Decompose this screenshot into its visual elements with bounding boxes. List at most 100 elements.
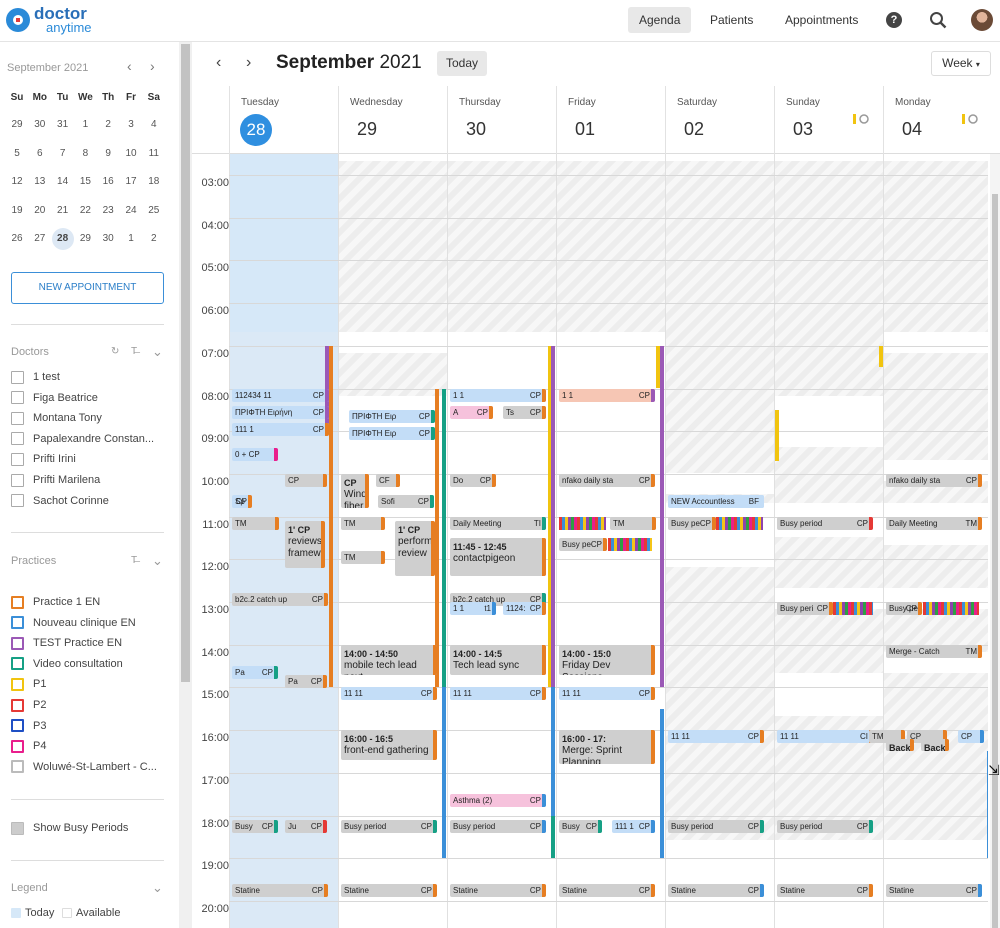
appointment[interactable]: 1124: CP — [503, 602, 546, 615]
appointment[interactable]: TM — [610, 516, 656, 530]
practice-filter[interactable]: Nouveau clinique EN — [11, 616, 136, 634]
doctoranytime-logo[interactable]: doctor anytime — [6, 4, 96, 36]
mini-day[interactable]: 24 — [125, 204, 137, 216]
appointment[interactable]: 1' CP reviews framewo — [285, 520, 325, 568]
mini-day[interactable]: 20 — [34, 204, 46, 216]
appointment[interactable]: Busy period CP — [341, 819, 437, 833]
checkbox-icon[interactable] — [11, 616, 24, 630]
checkbox-icon[interactable] — [11, 473, 24, 487]
checkbox-icon[interactable] — [11, 719, 24, 733]
day-header[interactable]: Friday 01 — [556, 86, 665, 154]
checkbox-icon[interactable] — [11, 432, 24, 446]
new-appointment-button[interactable]: NEW APPOINTMENT — [11, 272, 164, 304]
appointment[interactable]: Busy period CP — [777, 516, 873, 530]
appointment[interactable]: A CP — [450, 405, 493, 419]
appointment[interactable]: 11 11 CP — [450, 687, 546, 701]
checkbox-icon[interactable] — [11, 595, 24, 609]
appointment[interactable]: Statine CP — [450, 883, 546, 897]
mini-day[interactable]: 21 — [57, 204, 69, 216]
mini-day[interactable]: 2 — [151, 233, 157, 244]
mini-day[interactable]: 3 — [128, 119, 134, 130]
appointment[interactable]: 16:00 - 16:5 front-end gathering — [341, 730, 437, 760]
reset-icon[interactable]: ↻ — [111, 346, 120, 357]
mini-day[interactable]: 31 — [57, 119, 69, 130]
gear-icon[interactable] — [853, 112, 871, 126]
mini-day[interactable]: 30 — [34, 119, 46, 130]
nav-appointments[interactable]: Appointments — [785, 13, 859, 27]
practice-filter[interactable]: P2 — [11, 698, 46, 716]
appointment[interactable]: Statine CP — [668, 883, 764, 897]
doctor-filter[interactable]: Montana Tony — [11, 411, 102, 429]
mini-day[interactable]: 10 — [125, 147, 137, 159]
appointment[interactable]: 111 1 CP — [232, 422, 329, 436]
mini-day[interactable]: 2 — [105, 119, 111, 130]
mini-day[interactable]: 29 — [79, 233, 91, 244]
doctor-filter[interactable]: Sachot Corinne — [11, 494, 109, 512]
mini-day[interactable]: 8 — [82, 147, 89, 159]
day-header[interactable]: Monday 04 — [883, 86, 992, 154]
today-button[interactable]: Today — [437, 51, 487, 76]
mini-day[interactable]: 27 — [34, 233, 46, 244]
checkbox-icon[interactable] — [11, 370, 24, 384]
doctor-filter[interactable]: 1 test — [11, 370, 60, 388]
clear-filter-icon[interactable]: T̶ — [131, 346, 138, 357]
appointment[interactable]: Ju CP — [285, 819, 327, 833]
practice-filter[interactable]: Video consultation — [11, 657, 123, 675]
mini-day[interactable]: 14 — [57, 176, 69, 187]
checkbox-icon[interactable] — [11, 452, 24, 466]
appointment[interactable]: CF — [376, 473, 400, 487]
appointment[interactable]: 1' CP performa review — [395, 520, 435, 577]
day-column[interactable] — [774, 154, 884, 928]
appointment[interactable]: Sofi CP — [378, 495, 434, 509]
nav-patients[interactable]: Patients — [710, 13, 754, 27]
appointment[interactable]: TM — [341, 550, 385, 564]
chevron-down-icon[interactable]: ⌄ — [152, 880, 163, 895]
appointment[interactable]: b2c.2 catch up CP — [232, 593, 328, 607]
appointment[interactable]: TM — [341, 516, 385, 530]
gear-icon[interactable] — [962, 112, 980, 126]
practice-filter[interactable]: P4 — [11, 739, 46, 757]
mini-day[interactable]: 15 — [79, 176, 91, 187]
checkbox-icon[interactable] — [11, 677, 24, 691]
appointment[interactable]: Daily Meeting TM — [886, 516, 982, 530]
appointment[interactable]: Back — [886, 738, 914, 752]
mini-day[interactable]: 13 — [34, 176, 46, 187]
appointment[interactable]: Ts CP — [503, 405, 546, 419]
chevron-down-icon[interactable]: ⌄ — [152, 553, 163, 568]
doctor-filter[interactable]: Prifti Irini — [11, 452, 76, 470]
checkbox-icon[interactable] — [11, 636, 24, 650]
mini-day[interactable]: 17 — [125, 176, 137, 187]
checkbox-icon[interactable] — [11, 739, 24, 753]
practice-filter[interactable]: P1 — [11, 677, 46, 695]
appointment[interactable]: Busy CP — [559, 819, 602, 833]
appointment[interactable]: Statine CP — [232, 883, 328, 897]
doctor-filter[interactable]: Prifti Marilena — [11, 473, 100, 491]
appointment[interactable]: 1 1 CP — [450, 388, 546, 402]
practice-filter[interactable]: P3 — [11, 719, 46, 737]
mini-day[interactable]: 1 — [128, 233, 134, 244]
mini-next-icon[interactable]: › — [150, 58, 155, 74]
search-icon[interactable] — [929, 11, 947, 29]
appointment[interactable]: 111 1 CP — [612, 819, 655, 833]
day-header[interactable]: Thursday 30 — [447, 86, 556, 154]
day-header[interactable]: Saturday 02 — [665, 86, 774, 154]
appointment[interactable]: Busy peri CP — [777, 602, 833, 615]
appointment[interactable]: 11 11 CP — [668, 730, 764, 744]
appointment[interactable]: Statine CP — [777, 883, 873, 897]
appointment[interactable]: Busy period CP — [668, 819, 764, 833]
appointment[interactable]: ΠΡΙΦΤΗ Ειρήνη CP — [232, 405, 329, 419]
scrollbar-thumb[interactable] — [992, 194, 998, 928]
appointment[interactable]: 1 1 t1 — [450, 602, 496, 615]
appointment[interactable]: 16:00 - 17: Merge: Sprint Planning — [559, 730, 655, 765]
mini-day[interactable]: 22 — [79, 204, 91, 216]
mini-day[interactable]: 11 — [148, 147, 159, 159]
mini-day[interactable]: 30 — [102, 233, 114, 244]
nav-agenda[interactable]: Agenda — [628, 7, 692, 33]
mini-day[interactable]: 1 — [82, 119, 89, 130]
show-busy-checkbox[interactable]: Show Busy Periods — [11, 821, 128, 839]
practice-filter[interactable]: Practice 1 EN — [11, 595, 100, 613]
clear-filter-icon[interactable]: T̶ — [131, 555, 138, 566]
appointment[interactable]: 14:00 - 14:5 Tech lead sync — [450, 644, 546, 675]
checkbox-icon[interactable] — [11, 698, 24, 712]
